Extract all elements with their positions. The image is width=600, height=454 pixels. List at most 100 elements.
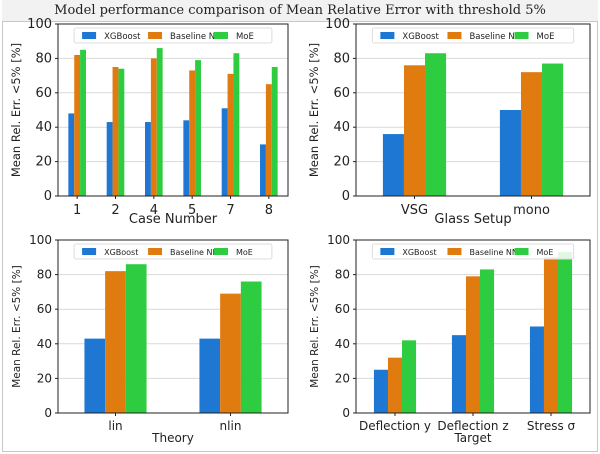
bar-xgboost [529,326,544,413]
bar-baseline-nn [265,84,272,196]
bar-xgboost [84,338,106,413]
bar-moe [233,53,240,196]
ytick-label: 0 [44,406,52,420]
bar-xgboost [68,113,75,196]
bar-baseline-nn [465,276,481,413]
bar-baseline-nn [403,65,426,196]
ytick-label: 80 [37,268,52,282]
ytick-label: 100 [327,233,350,247]
legend-label: XGBoost [104,248,138,257]
bar-baseline-nn [520,72,543,196]
legend-swatch-xgboost [82,32,97,39]
xtick-label: 7 [226,203,234,218]
xtick-label: VSG [401,203,428,218]
bar-moe [80,49,86,196]
xtick-label: 4 [150,203,158,218]
legend-label: MoE [236,32,254,42]
legend-swatch-baseline-nn [447,248,462,255]
xtick-label: lin [108,419,122,433]
legend-swatch-moe [514,248,529,255]
bar-moe [240,281,262,413]
xtick-label: 8 [265,203,273,218]
bar-moe [402,340,417,413]
ytick-label: 60 [335,302,350,316]
legend-label: MoE [537,32,555,42]
legend-swatch-baseline-nn [447,32,462,39]
chart-3: 0 20 40 60 80 100 lin nlin Theory Mean Rel. Err. … [11,233,289,445]
xtick-label: Deflection y [359,419,431,433]
bar-moe [425,53,447,196]
ytick-label: 100 [27,17,52,32]
legend-label: Baseline NN [469,248,517,257]
bar-baseline-nn [74,54,81,197]
bar-moe [558,252,573,413]
xtick-label: nlin [220,419,242,433]
plot-frame [57,23,289,197]
ytick-label: 60 [37,302,52,316]
bar-xgboost [451,335,466,413]
bar-xgboost [221,108,228,196]
bar-moe [480,269,495,413]
bar-baseline-nn [220,293,241,413]
ytick-label: 60 [333,86,350,101]
bar-baseline-nn [543,257,559,413]
bar-baseline-nn [105,271,126,413]
legend-label: MoE [537,248,554,257]
legend-swatch-xgboost [82,248,97,255]
bar-moe [195,60,201,197]
ytick-label: 20 [333,155,350,170]
ytick-label: 0 [44,189,52,204]
bar-baseline-nn [387,357,403,413]
bar-xgboost [373,369,388,413]
plot-frame [355,23,591,197]
legend-swatch-xgboost [380,32,395,39]
ytick-label: 20 [335,371,350,385]
bar-moe [125,264,147,413]
chart-1: 0 20 40 60 80 100 1 2 4 5 7 8 Case Number Mean Rel. E… [9,17,289,227]
bar-xgboost [499,110,521,196]
legend-swatch-xgboost [380,248,395,255]
bar-xgboost [260,144,266,196]
bar-xgboost [145,122,151,196]
ytick-label: 20 [35,155,52,170]
legend-swatch-baseline-nn [148,32,163,39]
bar-baseline-nn [112,67,119,196]
ytick-label: 40 [335,337,350,351]
y-axis-label: Mean Rel. Err. <5% [%] [307,43,321,177]
bar-moe [118,68,125,196]
ytick-label: 40 [333,120,350,135]
bar-xgboost [106,122,113,196]
bar-baseline-nn [150,58,157,197]
xtick-label: 1 [73,203,81,218]
bar-xgboost [183,120,190,196]
ytick-label: 40 [37,337,52,351]
ytick-label: 60 [35,86,52,101]
ytick-label: 100 [29,233,52,247]
legend-swatch-moe [213,248,228,255]
ytick-label: 80 [35,51,52,66]
x-axis-label: Target [453,431,491,445]
bar-xgboost [382,134,404,196]
y-axis-label: Mean Rel. Err. <5% [%] [309,265,321,388]
bar-moe [271,67,278,196]
ytick-label: 100 [325,17,350,32]
plot-frame [355,239,591,414]
chart-4: 0 20 40 60 80 100 Deflection y Deflection z Stre… [309,233,591,445]
y-axis-label: Mean Rel. Err. <5% [%] [11,265,23,388]
legend-box [371,27,575,44]
bar-moe [542,63,564,197]
legend-label: Baseline NN [170,248,218,257]
legend-swatch-baseline-nn [148,248,163,255]
legend-label: XGBoost [402,32,439,42]
y-axis-label: Mean Rel. Err. <5% [%] [9,43,23,177]
legend-label: MoE [236,248,253,257]
x-axis-label: Case Number [129,212,218,227]
bar-xgboost [199,338,221,413]
bar-moe [156,48,163,196]
ytick-label: 20 [37,371,52,385]
legend-label: Baseline NN [469,32,520,42]
xtick-label: 2 [111,203,119,218]
legend-label: Baseline NN [170,32,221,42]
